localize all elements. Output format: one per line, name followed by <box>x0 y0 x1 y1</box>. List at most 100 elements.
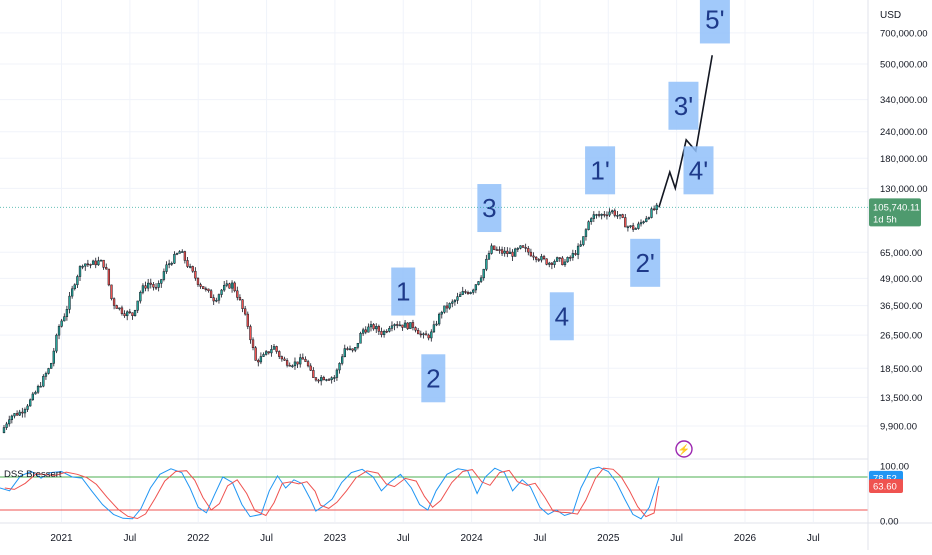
candle-body <box>322 377 325 381</box>
refresh-icon <box>675 440 693 458</box>
candle-body <box>422 333 425 336</box>
candle-body <box>264 351 268 355</box>
candle-body <box>325 379 328 381</box>
candle-body <box>207 288 210 292</box>
candle-body <box>223 285 226 291</box>
candle-body <box>233 282 236 292</box>
candle-body <box>262 354 265 357</box>
candle-body <box>57 326 61 336</box>
candle-body <box>251 339 255 348</box>
time-tick-label: Jul <box>807 533 820 544</box>
candle-body <box>259 356 263 363</box>
candle-body <box>550 262 554 265</box>
candle-body <box>89 263 92 266</box>
candle-body <box>453 300 457 303</box>
candle-body <box>443 305 446 313</box>
candle-body <box>545 258 548 265</box>
candle-body <box>472 289 475 293</box>
candle-body <box>642 221 645 223</box>
candle-body <box>285 360 289 366</box>
candle-body <box>141 285 145 293</box>
candle-body <box>493 245 496 250</box>
wave-label: 1 <box>391 267 416 316</box>
candle-body <box>81 265 84 268</box>
current-price-label: 105,740.11 <box>873 202 920 213</box>
candle-body <box>29 399 32 407</box>
candle-body <box>532 255 535 258</box>
candle-body <box>120 307 124 314</box>
candle-body <box>2 427 6 434</box>
candle-body <box>5 423 8 428</box>
candle-body <box>42 376 45 387</box>
candle-body <box>23 409 27 414</box>
candle-body <box>236 290 239 298</box>
candle-body <box>479 277 483 282</box>
wave-label-box <box>683 146 714 195</box>
candle-body <box>514 248 517 257</box>
osc-slow-line <box>4 467 660 520</box>
wave-label-text: 2' <box>635 248 654 278</box>
candle-body <box>597 214 601 216</box>
candle-body <box>34 391 37 395</box>
candle-body <box>584 229 588 237</box>
candle-body <box>73 284 76 290</box>
wave-label: 2' <box>630 238 661 287</box>
wave-label-text: 2 <box>426 363 440 393</box>
candle-body <box>519 245 522 249</box>
oscillator-pane[interactable]: DSS Bressert <box>0 466 868 520</box>
price-tick-label: 36,500.00 <box>880 301 922 312</box>
candle-body <box>537 259 540 261</box>
candle-body <box>60 320 63 327</box>
osc-tick-label: 0.00 <box>880 517 899 528</box>
candle-body <box>102 259 105 268</box>
refresh-button[interactable]: ⚡ <box>675 440 693 458</box>
wave-label: 3 <box>477 184 502 233</box>
candle-body <box>225 283 228 286</box>
wave-label: 1' <box>585 146 616 195</box>
price-tick-label: 9,900.00 <box>880 422 917 433</box>
candle-body <box>84 263 87 267</box>
price-tick-label: 340,000.00 <box>880 95 928 106</box>
candle-body <box>590 218 593 222</box>
candle-body <box>587 221 590 230</box>
candle-body <box>126 311 129 317</box>
candle-body <box>346 348 349 350</box>
candle-body <box>191 266 194 272</box>
candle-body <box>456 296 459 301</box>
candle-body <box>220 289 223 295</box>
candle-body <box>485 258 488 270</box>
candle-body <box>152 284 155 288</box>
candle-body <box>637 223 640 229</box>
candle-body <box>254 347 257 361</box>
grid-layer <box>0 0 868 522</box>
wave-label: 5' <box>699 0 730 44</box>
candle-body <box>611 210 614 213</box>
candle-body <box>63 316 66 322</box>
candle-body <box>278 351 281 357</box>
candle-body <box>194 270 197 279</box>
candle-body <box>65 309 69 317</box>
candle-body <box>36 385 40 393</box>
candle-body <box>283 358 286 361</box>
wave-label-box <box>477 184 502 233</box>
wave-label-box <box>549 292 574 341</box>
candle-body <box>382 330 386 335</box>
candle-body <box>330 377 333 380</box>
candle-body <box>131 312 134 316</box>
price-tick-label: 26,500.00 <box>880 331 922 342</box>
candle-body <box>299 357 302 365</box>
candle-body <box>477 281 480 285</box>
candle-body <box>440 311 443 315</box>
candle-body <box>521 245 525 248</box>
candle-body <box>445 305 449 309</box>
candle-body <box>626 226 630 229</box>
candle-body <box>199 284 202 287</box>
candle-body <box>401 324 404 328</box>
price-tick-label: 49,000.00 <box>880 274 922 285</box>
candle-body <box>508 251 512 254</box>
time-tick-label: Jul <box>123 533 136 544</box>
wave-label: 3' <box>668 81 699 130</box>
candle-body <box>398 324 401 327</box>
